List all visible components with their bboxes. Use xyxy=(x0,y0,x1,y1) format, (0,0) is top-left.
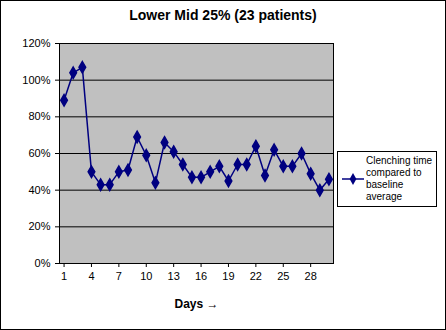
svg-text:13: 13 xyxy=(168,270,180,282)
svg-text:120%: 120% xyxy=(22,37,50,49)
svg-text:60%: 60% xyxy=(28,147,50,159)
svg-text:100%: 100% xyxy=(22,74,50,86)
svg-text:0%: 0% xyxy=(35,257,51,269)
svg-text:16: 16 xyxy=(195,270,207,282)
svg-text:19: 19 xyxy=(222,270,234,282)
svg-text:80%: 80% xyxy=(28,110,50,122)
svg-text:10: 10 xyxy=(140,270,152,282)
svg-text:20%: 20% xyxy=(28,220,50,232)
svg-text:40%: 40% xyxy=(28,184,50,196)
svg-text:28: 28 xyxy=(305,270,317,282)
svg-text:22: 22 xyxy=(250,270,262,282)
svg-text:7: 7 xyxy=(116,270,122,282)
html-text:Lower Mid 25% (23 patients): Lower Mid 25% (23 patients) xyxy=(129,7,317,23)
svg-text:25: 25 xyxy=(277,270,289,282)
svg-text:Days →: Days → xyxy=(174,297,218,311)
html-text:Clenching time compared to bas: Clenching time compared to baseline aver… xyxy=(366,155,433,202)
svg-text:1: 1 xyxy=(61,270,67,282)
svg-text:4: 4 xyxy=(88,270,94,282)
